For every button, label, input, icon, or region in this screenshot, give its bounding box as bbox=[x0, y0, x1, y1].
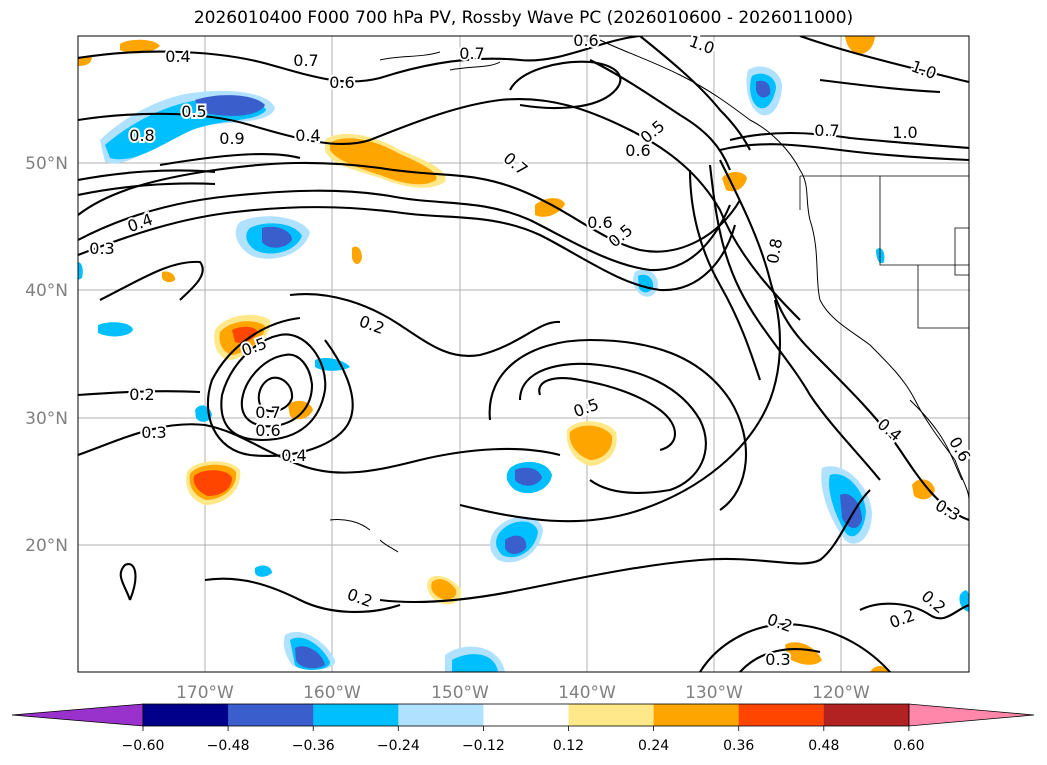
contour-label-halo: 0.6 bbox=[573, 31, 598, 50]
contour-label-halo: 0.6 bbox=[329, 73, 354, 92]
lon-label-140w: 140°W bbox=[558, 683, 616, 703]
colorbar-tick-label: −0.36 bbox=[292, 738, 335, 754]
lon-label-170w: 170°W bbox=[176, 683, 234, 703]
colorbar-segment bbox=[653, 704, 740, 726]
contour-label-halo: 0.7 bbox=[459, 44, 484, 63]
colorbar-tick-label: −0.60 bbox=[122, 738, 165, 754]
colorbar-segment bbox=[823, 704, 910, 726]
pv-contours bbox=[78, 36, 969, 672]
contour-label-halo: 0.4 bbox=[295, 126, 320, 145]
lon-label-120w: 120°W bbox=[812, 683, 870, 703]
contour-label-halo: 0.8 bbox=[129, 126, 154, 145]
positive-anomalies bbox=[78, 36, 935, 672]
colorbar-arrow-right bbox=[908, 703, 1035, 727]
contour-label: 0.3 bbox=[765, 650, 790, 669]
colorbar: −0.60 −0.48 −0.36 −0.24 −0.12 0.12 0.24 0.36 0.4… bbox=[11, 703, 1035, 754]
colorbar-segment bbox=[738, 704, 825, 726]
colorbar-outline bbox=[142, 703, 910, 727]
lon-label-130w: 130°W bbox=[685, 683, 743, 703]
contour-label-halo: 0.5 bbox=[181, 102, 206, 121]
contour-label-halo: 0.4 bbox=[165, 47, 190, 66]
colorbar-segment bbox=[143, 704, 229, 726]
contour-label: 0.6 bbox=[329, 73, 354, 92]
contour-label: 0.5 bbox=[181, 102, 206, 121]
contour-label: 0.2 bbox=[129, 385, 154, 404]
contour-label-halo: 1.0 bbox=[892, 123, 917, 142]
contour-label-halo: 0.6 bbox=[625, 141, 650, 160]
contour-label: 1.0 bbox=[892, 123, 917, 142]
colorbar-tick-label: 0.12 bbox=[553, 738, 584, 754]
contour-label-halo: 0.6 bbox=[255, 421, 280, 440]
contour-label-halo: 0.7 bbox=[255, 403, 280, 422]
contour-label-halo: 0.2 bbox=[129, 385, 154, 404]
contour-label: 0.7 bbox=[459, 44, 484, 63]
contour-label: 0.8 bbox=[763, 237, 786, 265]
lat-label-50n: 50°N bbox=[25, 154, 68, 174]
colorbar-segment bbox=[313, 704, 399, 726]
contour-label-halo: 0.7 bbox=[814, 121, 839, 140]
colorbar-tick-label: −0.24 bbox=[377, 738, 420, 754]
contour-label: 0.4 bbox=[281, 446, 306, 465]
colorbar-arrow-left bbox=[11, 703, 144, 727]
lat-axis: 50°N 40°N 30°N 20°N bbox=[25, 154, 68, 556]
contour-label: 0.4 bbox=[165, 47, 190, 66]
lat-label-40n: 40°N bbox=[25, 281, 68, 301]
chart-title: 2026010400 F000 700 hPa PV, Rossby Wave … bbox=[193, 8, 854, 28]
contour-label-halo: 0.7 bbox=[293, 51, 318, 70]
colorbar-segment bbox=[398, 704, 484, 726]
colorbar-tick-label: 0.48 bbox=[808, 738, 839, 754]
contour-label: 0.6 bbox=[587, 213, 612, 232]
contour-label-halo: 0.3 bbox=[89, 239, 114, 258]
colorbar-tick-label: 0.36 bbox=[723, 738, 754, 754]
contour-label: 0.6 bbox=[573, 31, 598, 50]
colorbar-tick-label: 0.24 bbox=[638, 738, 669, 754]
contour-label-halo: 0.3 bbox=[765, 650, 790, 669]
lon-label-160w: 160°W bbox=[303, 683, 361, 703]
contour-label: 0.4 bbox=[295, 126, 320, 145]
contour-label: 0.7 bbox=[814, 121, 839, 140]
lon-axis: 170°W 160°W 150°W 140°W 130°W 120°W bbox=[176, 683, 870, 703]
lat-label-20n: 20°N bbox=[25, 536, 68, 556]
contour-label-halo: 0.3 bbox=[141, 423, 166, 442]
contour-label-halo: 0.9 bbox=[219, 129, 244, 148]
contour-label: 0.9 bbox=[219, 129, 244, 148]
contour-label-halo: 0.4 bbox=[281, 446, 306, 465]
colorbar-segment bbox=[568, 704, 655, 726]
contour-label: 0.7 bbox=[255, 403, 280, 422]
lon-label-150w: 150°W bbox=[431, 683, 489, 703]
colorbar-segment bbox=[228, 704, 314, 726]
contour-label: 0.8 bbox=[129, 126, 154, 145]
negative-anomalies bbox=[78, 66, 969, 672]
contour-label: 0.7 bbox=[293, 51, 318, 70]
colorbar-segment bbox=[483, 704, 569, 726]
contour-label: 0.6 bbox=[625, 141, 650, 160]
colorbar-tick-label: −0.48 bbox=[207, 738, 250, 754]
map-frame bbox=[77, 35, 970, 673]
contour-label-halo: 0.6 bbox=[587, 213, 612, 232]
contour-label: 0.3 bbox=[89, 239, 114, 258]
coastlines bbox=[329, 39, 969, 553]
contour-label: 0.6 bbox=[255, 421, 280, 440]
borders bbox=[799, 175, 969, 329]
colorbar-tick-label: −0.12 bbox=[462, 738, 505, 754]
contour-label: 0.3 bbox=[141, 423, 166, 442]
colorbar-tick-label: 0.60 bbox=[893, 738, 924, 754]
lat-label-30n: 30°N bbox=[25, 409, 68, 429]
